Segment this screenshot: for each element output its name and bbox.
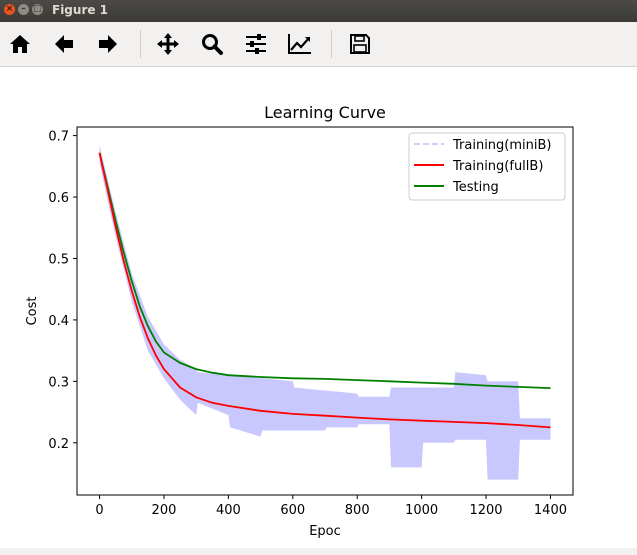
learning-curve-chart: Learning Curve 0 200 400 600 800 1000 1200 1400… [25, 103, 574, 539]
line-chart-icon [288, 34, 311, 54]
x-tick-label: 800 [345, 503, 370, 518]
minimize-icon[interactable]: – [18, 4, 29, 15]
configure-subplots-button[interactable] [240, 28, 272, 60]
legend-label-training-minib: Training(miniB) [452, 138, 551, 153]
y-tick-label: 0.5 [48, 252, 69, 267]
legend-box [408, 132, 566, 201]
axes-frame [76, 126, 574, 496]
y-axis-ticks: 0.2 0.3 0.4 0.5 0.6 0.7 [48, 130, 77, 452]
y-tick-label: 0.4 [48, 314, 69, 329]
legend-label-testing: Testing [452, 180, 499, 195]
minibatch-band-layer [99, 144, 551, 480]
figure-canvas[interactable]: Learning Curve 0 200 400 600 800 1000 1200 1400… [0, 67, 637, 548]
status-strip [0, 548, 637, 555]
close-icon[interactable]: × [4, 4, 15, 15]
maximize-icon[interactable]: □ [32, 4, 43, 15]
toolbar-separator [331, 30, 332, 58]
arrow-left-icon [55, 35, 73, 53]
home-button[interactable] [4, 28, 36, 60]
pan-button[interactable] [152, 28, 184, 60]
x-tick-label: 200 [152, 503, 177, 518]
series-lines-layer [98, 152, 551, 429]
search-icon [202, 34, 223, 55]
floppy-disk-icon [350, 34, 370, 54]
chart-title: Learning Curve [264, 103, 386, 122]
back-button[interactable] [48, 28, 80, 60]
arrow-right-icon [99, 35, 117, 53]
series-training-minib-band [99, 144, 551, 480]
zoom-button[interactable] [196, 28, 228, 60]
window-titlebar: × – □ Figure 1 [0, 0, 637, 22]
sliders-icon [246, 34, 266, 54]
x-tick-label: 600 [280, 503, 305, 518]
y-tick-label: 0.7 [48, 130, 69, 145]
x-axis-label: Epoc [309, 524, 341, 539]
legend-label-training-fullb: Training(fullB) [452, 159, 543, 174]
y-tick-label: 0.6 [48, 191, 69, 206]
x-tick-label: 0 [95, 503, 103, 518]
window-title: Figure 1 [52, 3, 109, 17]
save-button[interactable] [344, 28, 376, 60]
legend: Training(miniB) Training(fullB) Testing [408, 132, 566, 201]
navigation-toolbar [0, 22, 637, 67]
x-tick-label: 1000 [405, 503, 438, 518]
y-tick-label: 0.2 [48, 437, 69, 452]
series-testing-line [98, 152, 551, 389]
x-tick-label: 400 [216, 503, 241, 518]
x-axis-ticks: 0 200 400 600 800 1000 1200 1400 [95, 495, 567, 518]
edit-axis-button[interactable] [284, 28, 316, 60]
x-tick-label: 1400 [534, 503, 567, 518]
home-icon [10, 35, 30, 53]
move-icon [157, 33, 179, 55]
toolbar-separator [140, 30, 141, 58]
x-tick-label: 1200 [469, 503, 502, 518]
series-training-fullb-line [98, 152, 551, 429]
y-axis-label: Cost [25, 297, 40, 326]
y-tick-label: 0.3 [48, 375, 69, 390]
forward-button[interactable] [92, 28, 124, 60]
